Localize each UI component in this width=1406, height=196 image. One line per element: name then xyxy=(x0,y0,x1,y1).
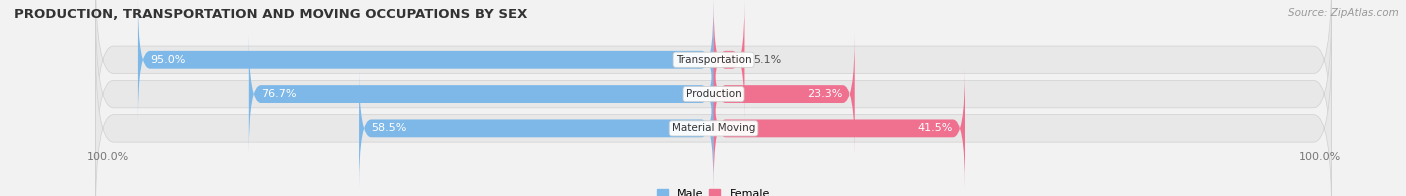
FancyBboxPatch shape xyxy=(96,39,1331,196)
Text: Source: ZipAtlas.com: Source: ZipAtlas.com xyxy=(1288,8,1399,18)
FancyBboxPatch shape xyxy=(96,0,1331,149)
Text: Production: Production xyxy=(686,89,741,99)
Text: 58.5%: 58.5% xyxy=(371,123,406,133)
FancyBboxPatch shape xyxy=(714,34,855,154)
Text: PRODUCTION, TRANSPORTATION AND MOVING OCCUPATIONS BY SEX: PRODUCTION, TRANSPORTATION AND MOVING OC… xyxy=(14,8,527,21)
Text: 41.5%: 41.5% xyxy=(918,123,953,133)
FancyBboxPatch shape xyxy=(138,0,714,120)
FancyBboxPatch shape xyxy=(714,0,744,120)
Text: 76.7%: 76.7% xyxy=(262,89,297,99)
Legend: Male, Female: Male, Female xyxy=(652,184,775,196)
FancyBboxPatch shape xyxy=(249,34,714,154)
Text: 5.1%: 5.1% xyxy=(754,55,782,65)
FancyBboxPatch shape xyxy=(96,5,1331,183)
Text: 95.0%: 95.0% xyxy=(150,55,186,65)
FancyBboxPatch shape xyxy=(714,69,965,188)
Text: Material Moving: Material Moving xyxy=(672,123,755,133)
Text: Transportation: Transportation xyxy=(676,55,751,65)
Text: 23.3%: 23.3% xyxy=(807,89,842,99)
FancyBboxPatch shape xyxy=(359,69,714,188)
